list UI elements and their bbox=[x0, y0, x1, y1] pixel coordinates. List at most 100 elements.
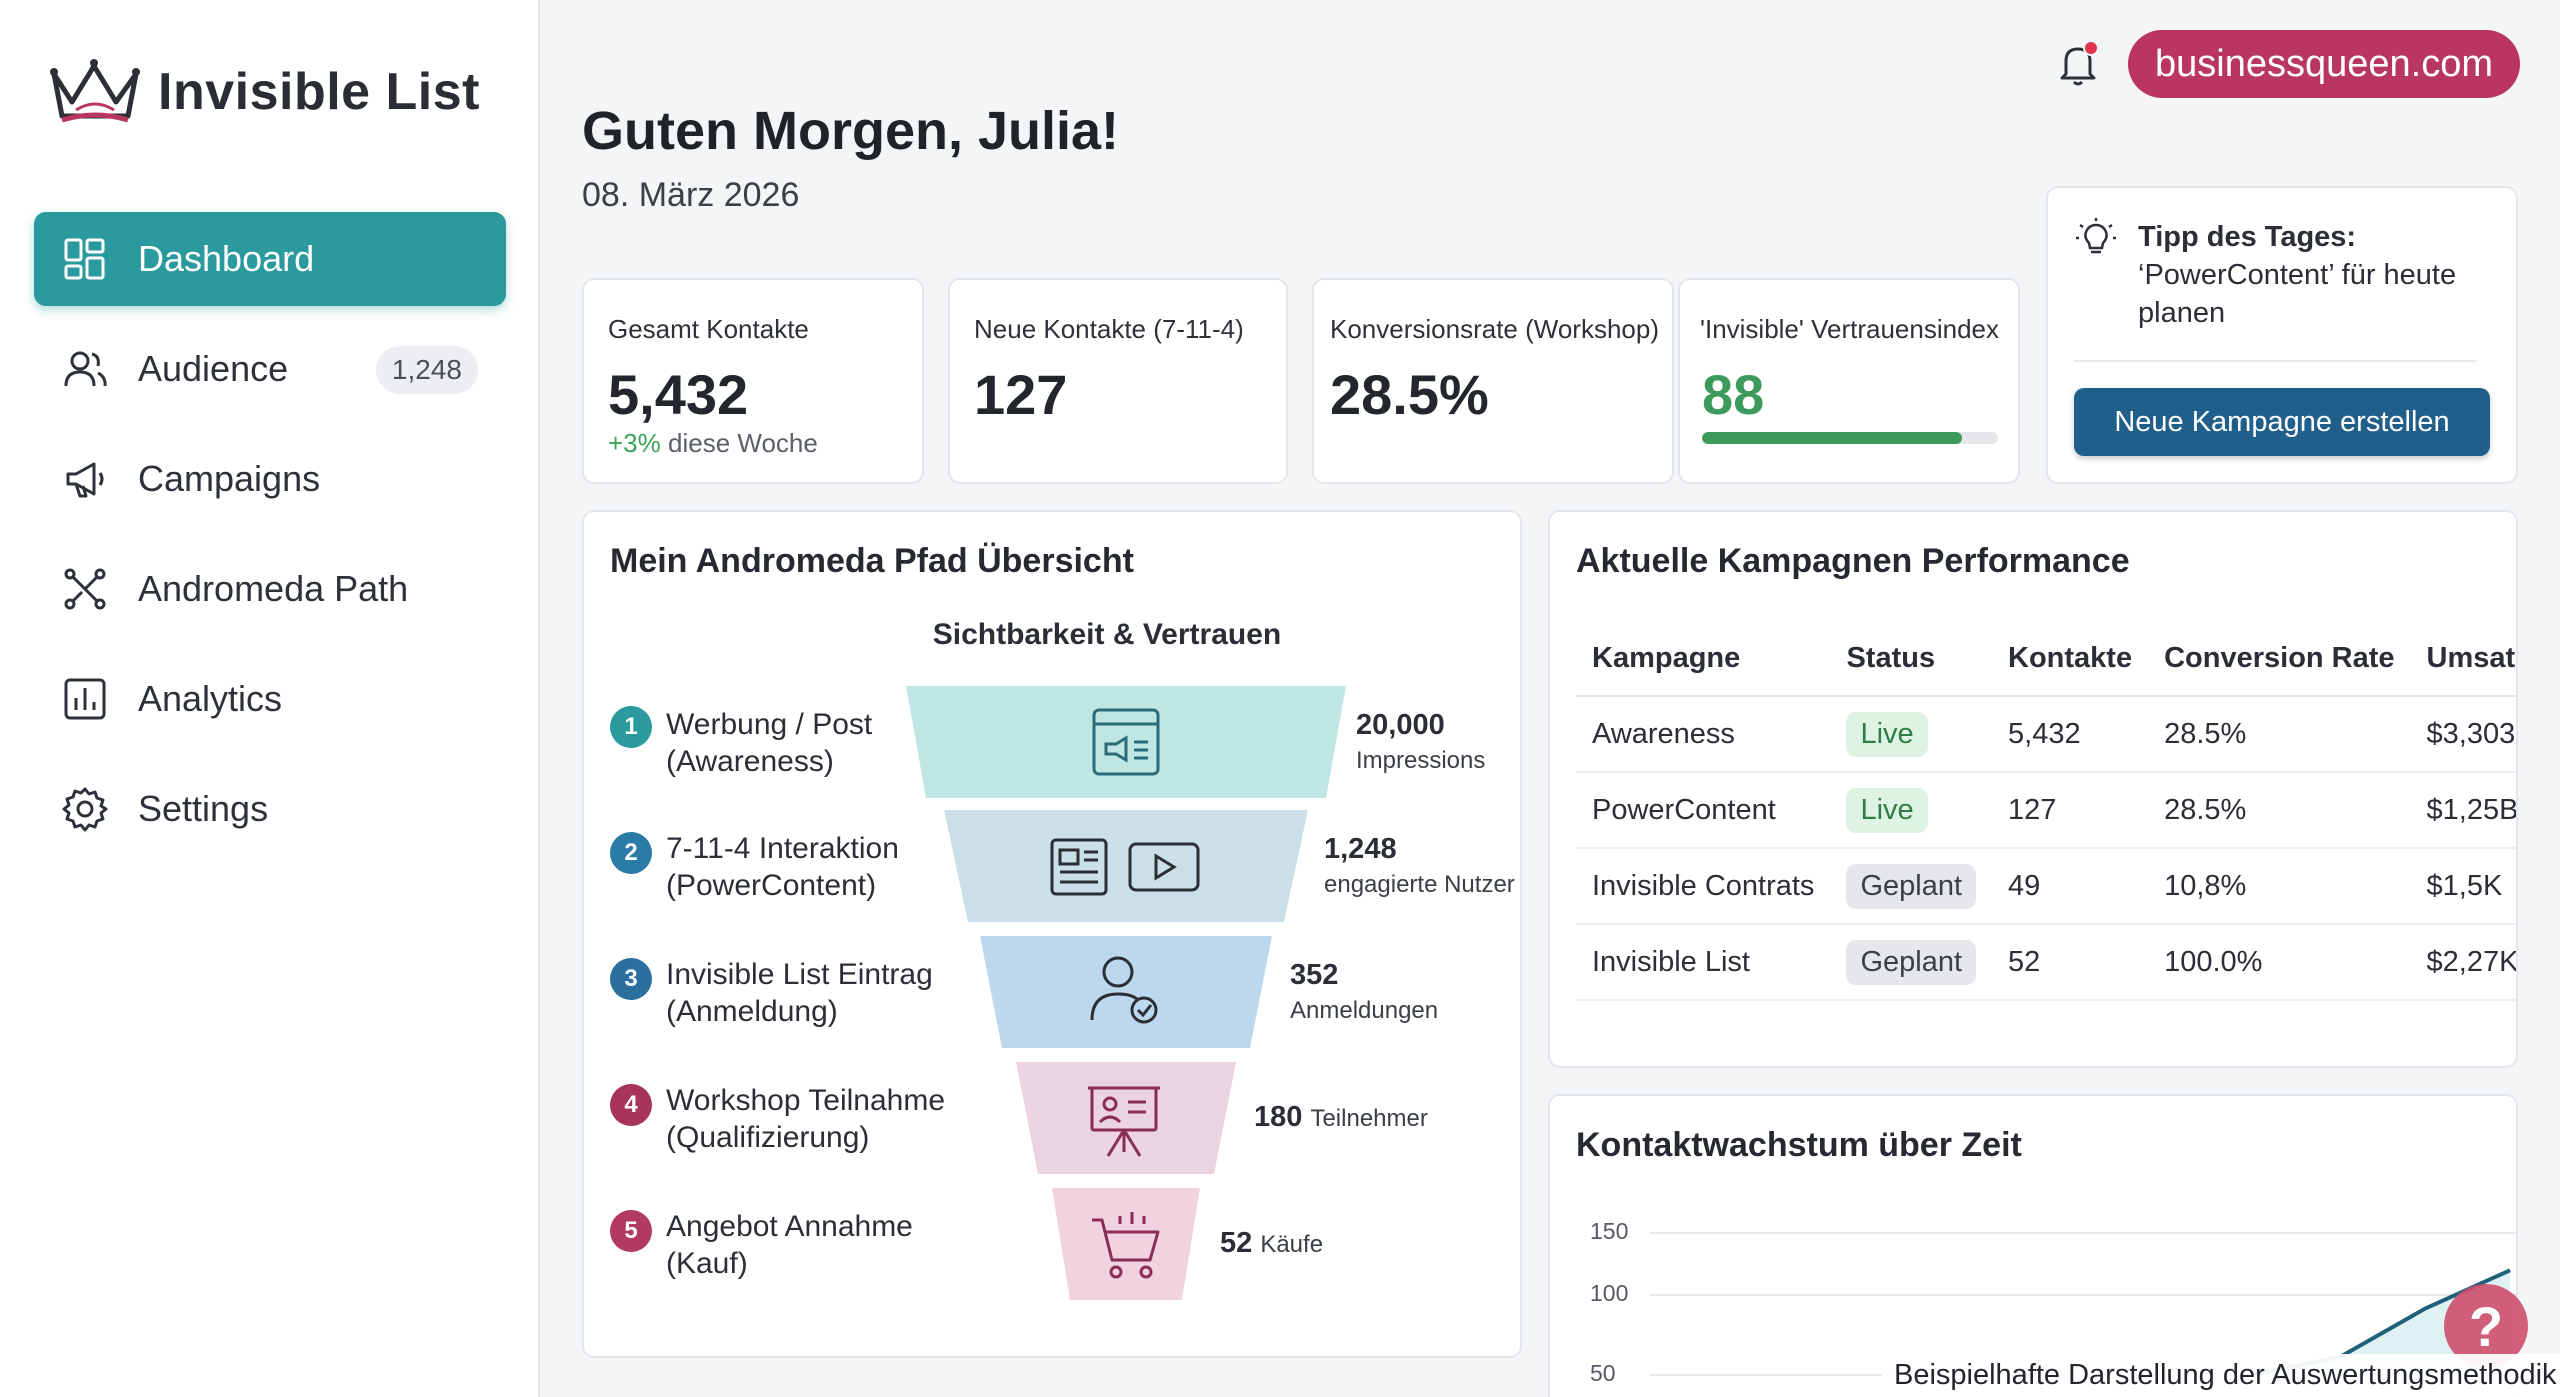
funnel-stage-2[interactable] bbox=[944, 810, 1308, 922]
growth-area bbox=[2255, 1270, 2510, 1374]
table-row[interactable]: Invisible List Geplant 52 100.0% $2,27K bbox=[1576, 924, 2516, 1001]
step-label: Werbung / Post (Awareness) bbox=[666, 706, 872, 780]
crown-icon bbox=[50, 59, 140, 123]
status-badge: Geplant bbox=[1846, 939, 1977, 985]
funnel-stage-3[interactable] bbox=[980, 936, 1272, 1048]
cell-revenue: $1,5K bbox=[2410, 848, 2516, 925]
step-metric-value: 20,000 bbox=[1356, 709, 1445, 741]
kpi-title: 'Invisible' Vertrauensindex bbox=[1700, 314, 1999, 344]
notification-bell-icon[interactable] bbox=[2054, 40, 2102, 88]
grid-line bbox=[1650, 1294, 2516, 1296]
funnel-stage-4[interactable] bbox=[1016, 1062, 1236, 1174]
domain-button[interactable]: businessqueen.com bbox=[2128, 30, 2520, 98]
step-metric-unit: Anmeldungen bbox=[1290, 997, 1439, 1024]
kpi-value: 28.5% bbox=[1330, 363, 1489, 426]
cell-campaign: PowerContent bbox=[1576, 772, 1831, 849]
tip-title: Tipp des Tages: bbox=[2138, 221, 2357, 253]
funnel-stage-5[interactable] bbox=[1052, 1188, 1200, 1300]
sidebar-item-dashboard[interactable]: Dashboard bbox=[34, 212, 506, 306]
y-tick-label: 100 bbox=[1590, 1280, 1629, 1306]
kpi-card-trust-index[interactable]: 'Invisible' Vertrauensindex 88 bbox=[1678, 278, 2020, 484]
step-number: 3 bbox=[610, 958, 652, 1000]
cell-contacts: 5,432 bbox=[1992, 696, 2149, 773]
campaign-table: Kampagne Status Kontakte Conversion Rate… bbox=[1576, 622, 2516, 1001]
step-subtitle: (Anmeldung) bbox=[666, 995, 838, 1028]
cell-campaign: Invisible List bbox=[1576, 924, 1831, 1001]
page-date: 08. März 2026 bbox=[582, 176, 800, 214]
users-icon bbox=[62, 346, 108, 392]
step-metric: 20,000 Impressions bbox=[1356, 708, 1485, 778]
step-title: Werbung / Post bbox=[666, 708, 873, 741]
kpi-card-conversion-rate[interactable]: Konversionsrate (Workshop) 28.5% bbox=[1312, 278, 1674, 484]
sidebar-item-label: Analytics bbox=[138, 678, 283, 719]
status-badge: Live bbox=[1846, 711, 1928, 757]
page-title: Guten Morgen, Julia! bbox=[582, 101, 1120, 161]
step-title: 7-11-4 Interaktion bbox=[666, 832, 899, 865]
step-title: Invisible List Eintrag bbox=[666, 958, 933, 991]
kpi-delta-label: diese Woche bbox=[668, 428, 818, 458]
trust-index-progress-fill bbox=[1702, 432, 1963, 444]
step-metric: 352 Anmeldungen bbox=[1290, 958, 1438, 1028]
column-header-revenue[interactable]: Umsatz bbox=[2410, 622, 2516, 697]
table-row[interactable]: Invisible Contrats Geplant 49 10,8% $1,5… bbox=[1576, 848, 2516, 925]
sidebar-item-label: Audience bbox=[138, 348, 289, 389]
step-metric: 1,248 engagierte Nutzer bbox=[1324, 832, 1515, 902]
sidebar-item-andromeda-path[interactable]: Andromeda Path bbox=[34, 542, 506, 636]
sidebar-item-settings[interactable]: Settings bbox=[34, 762, 506, 856]
column-header-campaign[interactable]: Kampagne bbox=[1576, 622, 1831, 697]
growth-chart bbox=[2254, 1268, 2511, 1376]
new-campaign-button[interactable]: Neue Kampagne erstellen bbox=[2074, 388, 2490, 456]
status-badge: Geplant bbox=[1846, 863, 1977, 909]
column-header-contacts[interactable]: Kontakte bbox=[1992, 622, 2149, 697]
sidebar-item-analytics[interactable]: Analytics bbox=[34, 652, 506, 746]
step-metric-value: 1,248 bbox=[1324, 833, 1397, 865]
funnel-graphic bbox=[906, 686, 1346, 1300]
divider bbox=[2074, 360, 2476, 362]
app-logo[interactable]: Invisible List bbox=[46, 52, 480, 132]
step-number: 2 bbox=[610, 832, 652, 874]
sidebar-item-campaigns[interactable]: Campaigns bbox=[34, 432, 506, 526]
megaphone-icon bbox=[62, 456, 108, 502]
cell-status: Geplant bbox=[1830, 924, 1993, 1001]
trust-index-progress-bar bbox=[1702, 432, 1998, 444]
step-metric-unit: Teilnehmer bbox=[1310, 1105, 1428, 1132]
cell-rate: 10,8% bbox=[2148, 848, 2411, 925]
kpi-value: 88 bbox=[1702, 363, 1765, 426]
cell-contacts: 127 bbox=[1992, 772, 2149, 849]
column-header-status[interactable]: Status bbox=[1830, 622, 1993, 697]
cell-status: Geplant bbox=[1830, 848, 1993, 925]
kpi-value: 127 bbox=[974, 363, 1068, 426]
sidebar: Invisible List Dashboard Audience 1,248 … bbox=[0, 0, 540, 1397]
cell-contacts: 49 bbox=[1992, 848, 2149, 925]
sidebar-item-audience[interactable]: Audience 1,248 bbox=[34, 322, 506, 416]
app-title: Invisible List bbox=[158, 63, 480, 121]
panel-title: Aktuelle Kampagnen Performance bbox=[1576, 542, 2130, 580]
cell-revenue: $3,303 I bbox=[2410, 696, 2516, 773]
panel-title: Mein Andromeda Pfad Übersicht bbox=[610, 542, 1134, 580]
dashboard-icon bbox=[62, 236, 108, 282]
column-header-conversion-rate[interactable]: Conversion Rate bbox=[2148, 622, 2411, 697]
step-subtitle: (PowerContent) bbox=[666, 869, 877, 902]
table-row[interactable]: PowerContent Live 127 28.5% $1,25B bbox=[1576, 772, 2516, 849]
y-tick-label: 150 bbox=[1590, 1218, 1629, 1244]
step-label: 7-11-4 Interaktion (PowerContent) bbox=[666, 830, 899, 904]
sidebar-item-label: Dashboard bbox=[138, 238, 315, 279]
cell-campaign: Awareness bbox=[1576, 696, 1831, 773]
cell-revenue: $2,27K bbox=[2410, 924, 2516, 1001]
status-badge: Live bbox=[1846, 787, 1928, 833]
kpi-card-total-contacts[interactable]: Gesamt Kontakte 5,432 +3% diese Woche bbox=[582, 278, 924, 484]
step-metric: 180 Teilnehmer bbox=[1254, 1100, 1428, 1136]
contact-growth-panel: Kontaktwachstum über Zeit 150 100 50 bbox=[1548, 1094, 2518, 1397]
cell-rate: 28.5% bbox=[2148, 696, 2411, 773]
presentation-icon bbox=[1088, 1086, 1160, 1157]
kpi-delta: +3% diese Woche bbox=[608, 428, 818, 459]
step-subtitle: (Awareness) bbox=[666, 745, 834, 778]
tip-card: Tipp des Tages: ‘PowerContent’ für heute … bbox=[2046, 186, 2518, 484]
kpi-card-new-contacts[interactable]: Neue Kontakte (7-11-4) 127 bbox=[948, 278, 1288, 484]
table-row[interactable]: Awareness Live 5,432 28.5% $3,303 I bbox=[1576, 696, 2516, 773]
step-label: Workshop Teilnahme (Qualifizierung) bbox=[666, 1082, 945, 1156]
step-title: Angebot Annahme bbox=[666, 1210, 913, 1243]
y-tick-label: 50 bbox=[1590, 1360, 1616, 1386]
grid-line bbox=[1650, 1232, 2516, 1234]
step-title: Workshop Teilnahme bbox=[666, 1084, 946, 1117]
